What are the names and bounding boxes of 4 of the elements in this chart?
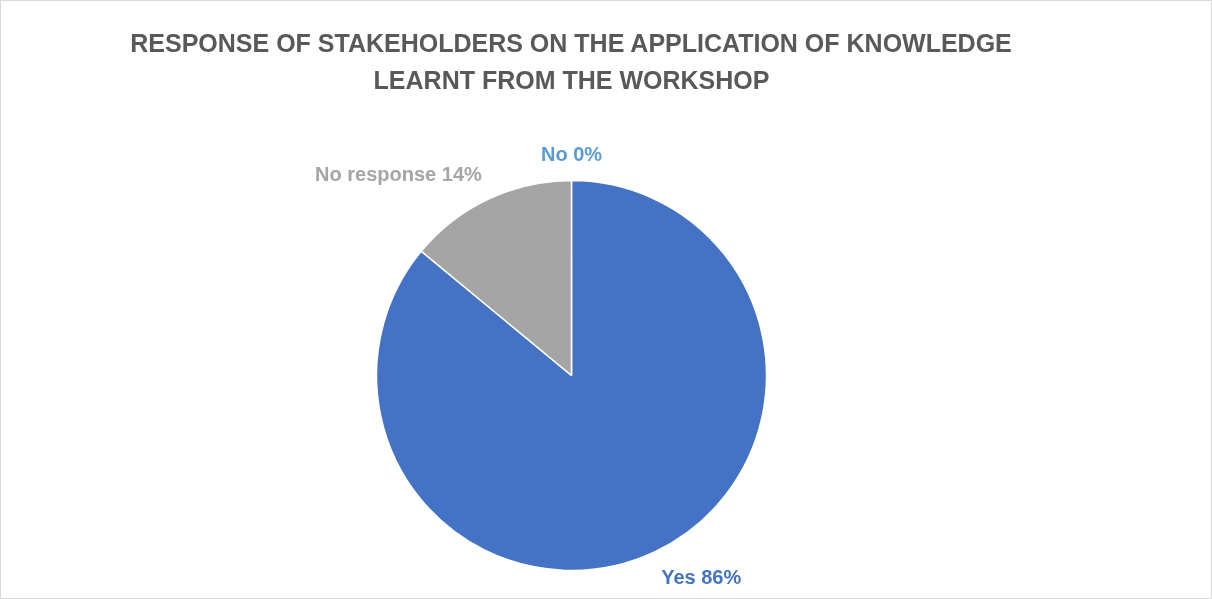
slice-label: No response 14% xyxy=(315,162,483,185)
slice-label: Yes 86% xyxy=(661,566,742,589)
category-label: No 0% xyxy=(540,142,603,165)
chart-title: RESPONSE OF STAKEHOLDERS ON THE APPLICATION OF KNOWLEDGE LEARNT FROM THE WORKSHOP xyxy=(130,28,1012,95)
